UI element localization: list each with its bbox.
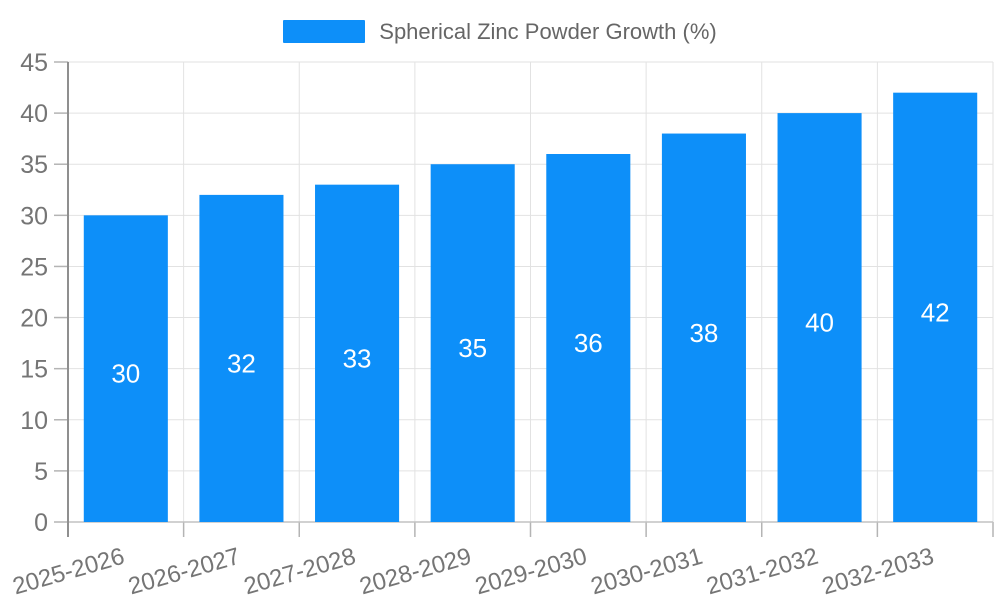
bar-2028-2029[interactable] bbox=[430, 164, 515, 522]
x-tick-label: 2027-2028 bbox=[241, 543, 359, 600]
bar-2029-2030[interactable] bbox=[546, 154, 631, 522]
x-tick-label: 2031-2032 bbox=[703, 543, 821, 600]
bar-value-label: 33 bbox=[343, 343, 372, 373]
bar-value-label: 30 bbox=[111, 359, 140, 389]
bar-value-label: 38 bbox=[689, 318, 718, 348]
bar-2031-2032[interactable] bbox=[777, 113, 862, 522]
bar-value-label: 36 bbox=[574, 328, 603, 358]
bar-2030-2031[interactable] bbox=[661, 133, 746, 523]
x-tick-label: 2030-2031 bbox=[588, 543, 706, 600]
y-tick-label: 25 bbox=[20, 253, 48, 281]
y-tick-label: 15 bbox=[20, 356, 48, 384]
x-tick-label: 2032-2033 bbox=[819, 543, 937, 600]
x-tick-label: 2029-2030 bbox=[472, 543, 590, 600]
y-tick-label: 0 bbox=[34, 509, 48, 537]
bar-value-label: 35 bbox=[458, 333, 487, 363]
y-tick-label: 35 bbox=[20, 151, 48, 179]
chart-legend[interactable]: Spherical Zinc Powder Growth (%) bbox=[0, 20, 1000, 43]
legend-label: Spherical Zinc Powder Growth (%) bbox=[379, 18, 717, 44]
bar-2026-2027[interactable] bbox=[199, 194, 284, 522]
x-tick-label: 2025-2026 bbox=[10, 543, 128, 600]
bar-2025-2026[interactable] bbox=[83, 215, 168, 523]
y-tick-label: 40 bbox=[20, 100, 48, 128]
y-tick-label: 5 bbox=[34, 458, 48, 486]
bar-2032-2033[interactable] bbox=[893, 92, 978, 523]
y-tick-label: 45 bbox=[20, 49, 48, 77]
bar-2027-2028[interactable] bbox=[315, 184, 400, 522]
bar-value-label: 40 bbox=[805, 308, 834, 338]
y-tick-label: 10 bbox=[20, 407, 48, 435]
x-tick-label: 2026-2027 bbox=[125, 543, 243, 600]
legend-swatch bbox=[283, 20, 366, 43]
x-tick-label: 2028-2029 bbox=[357, 543, 475, 600]
y-tick-label: 20 bbox=[20, 305, 48, 333]
bar-value-label: 42 bbox=[921, 297, 950, 327]
y-tick-label: 30 bbox=[20, 202, 48, 230]
bar-value-label: 32 bbox=[227, 348, 256, 378]
